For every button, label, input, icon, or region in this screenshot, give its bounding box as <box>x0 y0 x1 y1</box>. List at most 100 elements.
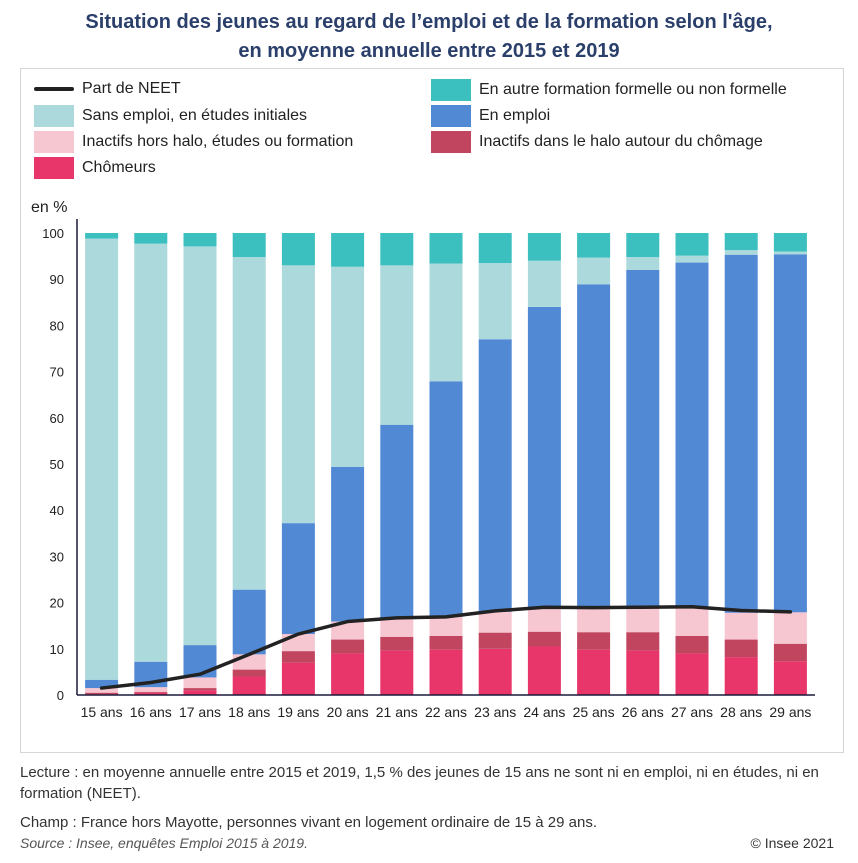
bar-segment-autre_formation <box>577 233 611 258</box>
x-tick-label: 29 ans <box>769 704 811 720</box>
bar-segment-etudes <box>429 263 463 382</box>
bar-segment-chomeurs <box>183 690 217 695</box>
y-tick-label: 20 <box>50 596 64 611</box>
bar-segment-emploi <box>527 306 561 608</box>
bar-segment-inactifs_hors <box>527 607 561 632</box>
x-tick-label: 25 ans <box>573 704 615 720</box>
bar-segment-emploi <box>183 645 217 678</box>
bar-segment-etudes <box>134 243 168 662</box>
x-tick-label: 19 ans <box>277 704 319 720</box>
legend-item-emploi: En emploi <box>431 105 550 127</box>
bar-segment-inactifs_hors <box>380 618 414 637</box>
bar-segment-halo <box>380 636 414 651</box>
bar-segment-etudes <box>85 238 119 680</box>
bar-segment-inactifs_hors <box>626 607 660 633</box>
y-tick-label: 90 <box>50 272 64 287</box>
bar-segment-etudes <box>724 250 758 255</box>
bar-segment-inactifs_hors <box>281 634 315 652</box>
bar-segment-halo <box>281 651 315 663</box>
bar-segment-halo <box>232 669 266 677</box>
x-tick-label: 18 ans <box>228 704 270 720</box>
x-tick-label: 22 ans <box>425 704 467 720</box>
bar-segment-halo <box>85 692 119 695</box>
bar-segment-inactifs_hors <box>183 677 217 689</box>
bar-segment-emploi <box>85 679 119 689</box>
chart-title-line-1: Situation des jeunes au regard de l’empl… <box>85 11 773 33</box>
bar-segment-etudes <box>577 257 611 285</box>
legend-swatch-autre-formation <box>431 79 471 101</box>
bar-segment-inactifs_hors <box>478 611 512 633</box>
bar-segment-emploi <box>577 284 611 608</box>
bar-segment-autre_formation <box>429 233 463 264</box>
bar-segment-emploi <box>281 523 315 635</box>
legend-item-halo: Inactifs dans le halo autour du chômage <box>431 131 763 153</box>
legend-swatch-inactifs-hors <box>34 131 74 153</box>
legend-swatch-emploi <box>431 105 471 127</box>
copyright: © Insee 2021 <box>750 835 835 851</box>
bar-segment-emploi <box>380 424 414 619</box>
note-source: Source : Insee, enquêtes Emploi 2015 à 2… <box>20 835 308 851</box>
bar-segment-halo <box>134 691 168 693</box>
bar-segment-chomeurs <box>675 653 709 695</box>
bar-segment-chomeurs <box>724 657 758 695</box>
bar-segment-chomeurs <box>331 653 365 695</box>
y-tick-label: 40 <box>50 503 64 518</box>
bar-segment-inactifs_hors <box>331 621 365 640</box>
bar-segment-halo <box>429 635 463 650</box>
bar-segment-emploi <box>331 466 365 622</box>
bar-segment-autre_formation <box>85 233 119 239</box>
bar-segment-inactifs_hors <box>577 607 611 633</box>
bar-segment-emploi <box>478 339 512 612</box>
bar-segment-halo <box>478 632 512 649</box>
bar-segment-etudes <box>232 257 266 590</box>
legend-label-neet: Part de NEET <box>82 80 181 97</box>
x-tick-label: 20 ans <box>327 704 369 720</box>
legend-item-etudes: Sans emploi, en études initiales <box>34 105 307 127</box>
x-tick-label: 26 ans <box>622 704 664 720</box>
chart-title: Situation des jeunes au regard de l’empl… <box>0 8 858 66</box>
y-tick-label: 100 <box>42 226 64 241</box>
y-tick-label: 70 <box>50 365 64 380</box>
bar-segment-autre_formation <box>331 233 365 267</box>
x-tick-label: 23 ans <box>474 704 516 720</box>
bar-segment-autre_formation <box>232 233 266 258</box>
bar-segment-emploi <box>773 254 807 613</box>
bar-segment-autre_formation <box>478 233 512 264</box>
bar-segment-inactifs_hors <box>85 688 119 693</box>
bar-segment-chomeurs <box>527 646 561 695</box>
legend-label-halo: Inactifs dans le halo autour du chômage <box>479 133 763 150</box>
bar-segment-autre_formation <box>773 233 807 252</box>
bar-segment-chomeurs <box>626 650 660 695</box>
bar-segment-etudes <box>527 260 561 307</box>
neet-line <box>99 605 793 690</box>
notes: Lecture : en moyenne annuelle entre 2015… <box>20 762 842 841</box>
chart-title-line-2: en moyenne annuelle entre 2015 et 2019 <box>238 40 620 62</box>
bar-segment-autre_formation <box>626 233 660 258</box>
bar-segment-chomeurs <box>429 649 463 695</box>
y-tick-label: 10 <box>50 642 64 657</box>
bar-segment-inactifs_hors <box>134 687 168 692</box>
bar-segment-inactifs_hors <box>429 616 463 636</box>
bar-segment-emploi <box>429 381 463 617</box>
bar-segment-etudes <box>183 246 217 646</box>
y-axis-unit-label: en % <box>31 199 68 216</box>
bar-segment-halo <box>183 688 217 691</box>
bar-segment-chomeurs <box>281 662 315 695</box>
legend-swatch-etudes <box>34 105 74 127</box>
bar-segment-inactifs_hors <box>773 612 807 644</box>
bar-segment-halo <box>527 631 561 647</box>
bar-segment-autre_formation <box>380 233 414 266</box>
legend-label-etudes: Sans emploi, en études initiales <box>82 107 308 124</box>
legend: Part de NEET Sans emploi, en études init… <box>34 76 834 186</box>
bar-segment-autre_formation <box>527 233 561 261</box>
bar-segment-chomeurs <box>380 650 414 695</box>
bar-segment-inactifs_hors <box>232 654 266 670</box>
legend-label-chomeurs: Chômeurs <box>82 159 156 176</box>
bar-segment-emploi <box>675 262 709 607</box>
bar-segment-etudes <box>773 251 807 255</box>
note-lecture: Lecture : en moyenne annuelle entre 2015… <box>20 764 819 802</box>
bar-segment-autre_formation <box>675 233 709 256</box>
bar-segment-chomeurs <box>134 692 168 695</box>
bar-segment-emploi <box>232 589 266 655</box>
bar-segment-halo <box>773 643 807 662</box>
